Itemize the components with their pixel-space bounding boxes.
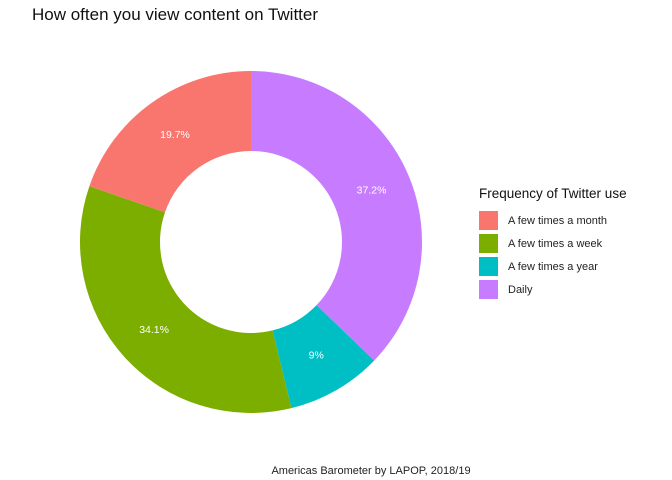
slice-label: 37.2% (357, 185, 387, 197)
legend-swatch (479, 211, 498, 230)
slice-label: 9% (309, 349, 324, 361)
legend-label: A few times a month (508, 214, 608, 227)
slice-label: 19.7% (160, 129, 190, 141)
legend-label: Daily (508, 283, 533, 296)
legend-item: A few times a year (479, 255, 627, 278)
legend-title: Frequency of Twitter use (479, 186, 627, 201)
chart-caption: Americas Barometer by LAPOP, 2018/19 (271, 465, 471, 477)
legend-swatch (479, 257, 498, 276)
legend-item: A few times a month (479, 209, 627, 232)
legend-label: A few times a week (508, 237, 603, 250)
legend-swatch (479, 280, 498, 299)
legend-item: A few times a week (479, 232, 627, 255)
donut-slices (80, 71, 422, 413)
legend-swatch (479, 234, 498, 253)
slice-a-few-times-a-year (272, 305, 375, 409)
slice-a-few-times-a-month (89, 71, 251, 213)
legend-items: A few times a month A few times a week A f… (479, 209, 627, 301)
donut-labels: 37.2% 9% 34.1% 19.7% (139, 129, 386, 361)
legend: Frequency of Twitter use A few times a m… (479, 186, 627, 301)
legend-item: Daily (479, 278, 627, 301)
chart-title: How often you view content on Twitter (32, 5, 319, 24)
legend-label: A few times a year (508, 260, 598, 273)
slice-a-few-times-a-week (80, 186, 292, 413)
slice-daily (251, 71, 422, 361)
slice-label: 34.1% (139, 324, 169, 336)
